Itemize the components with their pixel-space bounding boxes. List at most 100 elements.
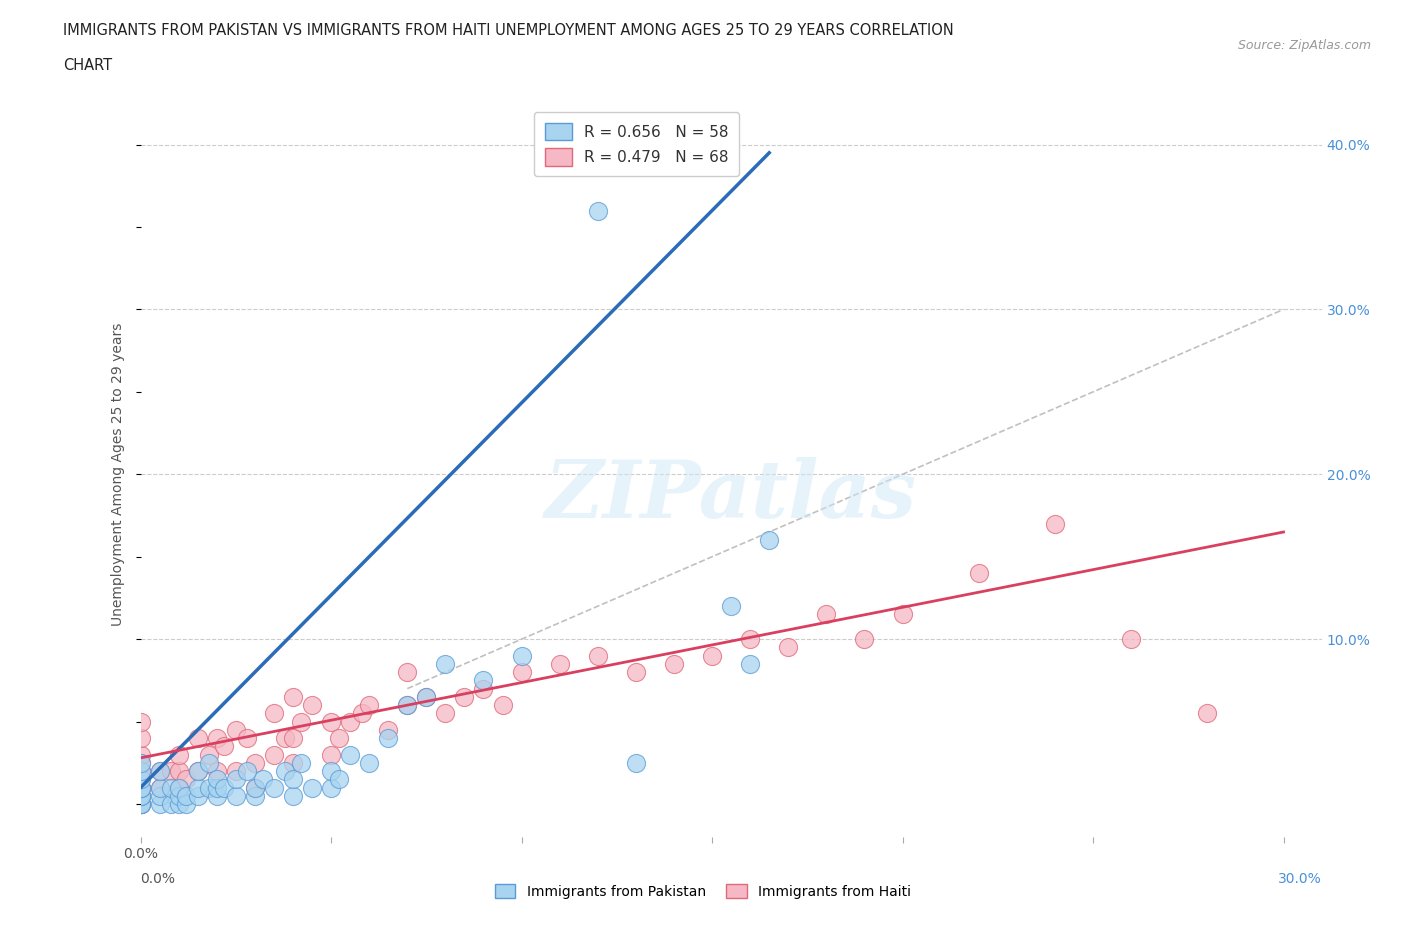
- Legend: R = 0.656   N = 58, R = 0.479   N = 68: R = 0.656 N = 58, R = 0.479 N = 68: [534, 112, 740, 177]
- Point: [815, 607, 838, 622]
- Point: [328, 772, 350, 787]
- Text: Source: ZipAtlas.com: Source: ZipAtlas.com: [1237, 39, 1371, 52]
- Point: [129, 772, 152, 787]
- Point: [129, 789, 152, 804]
- Point: [129, 797, 152, 812]
- Point: [339, 714, 361, 729]
- Point: [548, 657, 571, 671]
- Point: [243, 789, 266, 804]
- Point: [263, 747, 285, 762]
- Point: [359, 755, 381, 770]
- Point: [149, 764, 172, 778]
- Point: [396, 698, 419, 712]
- Point: [176, 789, 198, 804]
- Point: [129, 797, 152, 812]
- Text: IMMIGRANTS FROM PAKISTAN VS IMMIGRANTS FROM HAITI UNEMPLOYMENT AMONG AGES 25 TO : IMMIGRANTS FROM PAKISTAN VS IMMIGRANTS F…: [63, 23, 955, 38]
- Point: [453, 689, 475, 704]
- Point: [252, 772, 274, 787]
- Point: [160, 797, 183, 812]
- Point: [243, 780, 266, 795]
- Point: [225, 723, 247, 737]
- Point: [1043, 516, 1066, 531]
- Point: [274, 731, 297, 746]
- Point: [205, 772, 228, 787]
- Point: [187, 764, 209, 778]
- Point: [740, 631, 762, 646]
- Point: [149, 780, 172, 795]
- Point: [187, 780, 209, 795]
- Point: [1121, 631, 1143, 646]
- Text: CHART: CHART: [63, 58, 112, 73]
- Point: [129, 755, 152, 770]
- Point: [586, 203, 609, 218]
- Point: [243, 780, 266, 795]
- Point: [891, 607, 914, 622]
- Point: [377, 723, 399, 737]
- Point: [198, 780, 221, 795]
- Point: [129, 731, 152, 746]
- Point: [415, 689, 437, 704]
- Point: [129, 797, 152, 812]
- Point: [274, 764, 297, 778]
- Point: [129, 789, 152, 804]
- Point: [167, 780, 190, 795]
- Point: [160, 764, 183, 778]
- Point: [510, 665, 533, 680]
- Point: [149, 797, 172, 812]
- Point: [205, 789, 228, 804]
- Point: [187, 731, 209, 746]
- Point: [290, 714, 312, 729]
- Point: [129, 797, 152, 812]
- Point: [472, 681, 495, 696]
- Point: [205, 764, 228, 778]
- Point: [149, 780, 172, 795]
- Point: [472, 673, 495, 688]
- Point: [510, 648, 533, 663]
- Text: 30.0%: 30.0%: [1278, 871, 1322, 886]
- Point: [586, 648, 609, 663]
- Point: [319, 714, 342, 729]
- Point: [214, 780, 236, 795]
- Point: [624, 755, 647, 770]
- Point: [129, 780, 152, 795]
- Point: [662, 657, 685, 671]
- Point: [129, 764, 152, 778]
- Point: [396, 665, 419, 680]
- Point: [301, 698, 323, 712]
- Point: [624, 665, 647, 680]
- Point: [205, 780, 228, 795]
- Point: [214, 738, 236, 753]
- Point: [758, 533, 780, 548]
- Point: [176, 797, 198, 812]
- Point: [149, 764, 172, 778]
- Point: [350, 706, 373, 721]
- Point: [129, 755, 152, 770]
- Text: ZIPatlas: ZIPatlas: [546, 458, 917, 535]
- Point: [434, 657, 457, 671]
- Point: [377, 731, 399, 746]
- Point: [198, 755, 221, 770]
- Point: [359, 698, 381, 712]
- Point: [225, 764, 247, 778]
- Point: [236, 764, 259, 778]
- Point: [319, 747, 342, 762]
- Point: [396, 698, 419, 712]
- Point: [281, 789, 304, 804]
- Point: [129, 797, 152, 812]
- Point: [129, 747, 152, 762]
- Point: [243, 755, 266, 770]
- Point: [1197, 706, 1219, 721]
- Point: [225, 772, 247, 787]
- Point: [167, 747, 190, 762]
- Point: [720, 599, 742, 614]
- Point: [187, 789, 209, 804]
- Point: [263, 706, 285, 721]
- Point: [129, 772, 152, 787]
- Point: [225, 789, 247, 804]
- Point: [236, 731, 259, 746]
- Point: [491, 698, 513, 712]
- Point: [328, 731, 350, 746]
- Point: [167, 764, 190, 778]
- Point: [187, 764, 209, 778]
- Point: [129, 780, 152, 795]
